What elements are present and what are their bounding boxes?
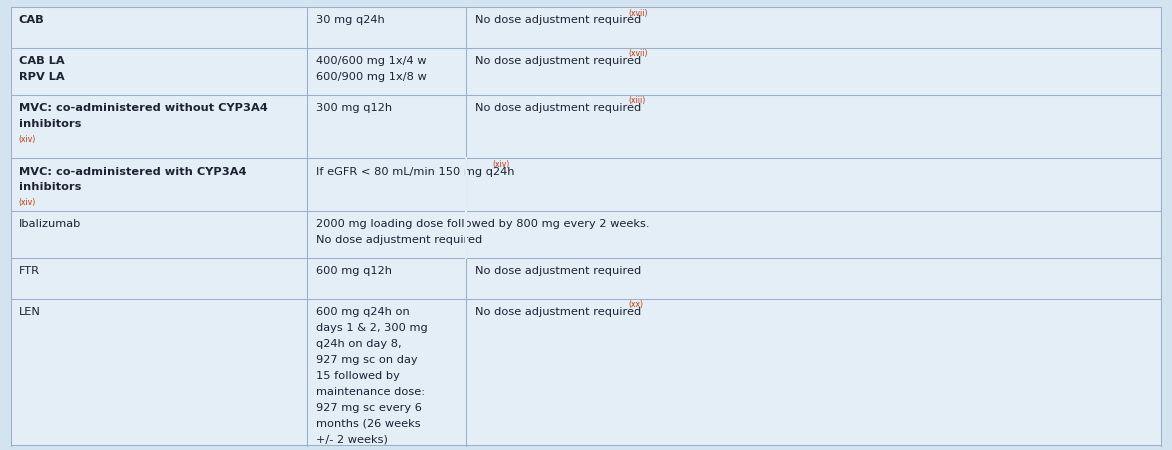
Bar <box>11 258 307 299</box>
Bar <box>11 7 307 48</box>
Text: FTR: FTR <box>19 266 40 276</box>
Text: 15 followed by: 15 followed by <box>315 371 400 381</box>
Text: No dose adjustment required: No dose adjustment required <box>475 307 641 317</box>
Text: No dose adjustment required: No dose adjustment required <box>475 266 641 276</box>
Text: inhibitors: inhibitors <box>19 183 81 193</box>
Text: No dose adjustment required: No dose adjustment required <box>315 235 482 245</box>
Text: Ibalizumab: Ibalizumab <box>19 219 81 229</box>
Text: +/- 2 weeks): +/- 2 weeks) <box>315 435 388 445</box>
Text: (xiv): (xiv) <box>492 160 510 169</box>
Text: (xx): (xx) <box>628 300 643 309</box>
Text: CAB LA: CAB LA <box>19 56 64 66</box>
Bar <box>11 211 307 258</box>
Text: (xvii): (xvii) <box>628 9 648 18</box>
Bar <box>307 48 466 95</box>
Text: No dose adjustment required: No dose adjustment required <box>475 56 641 66</box>
Bar <box>11 158 307 211</box>
Bar <box>307 299 466 446</box>
Bar <box>307 158 1161 211</box>
Text: (xiv): (xiv) <box>19 135 36 144</box>
Text: LEN: LEN <box>19 307 41 317</box>
Text: months (26 weeks: months (26 weeks <box>315 418 421 428</box>
Text: No dose adjustment required: No dose adjustment required <box>475 15 641 25</box>
Text: 927 mg sc on day: 927 mg sc on day <box>315 355 417 365</box>
Text: days 1 & 2, 300 mg: days 1 & 2, 300 mg <box>315 323 428 333</box>
Text: inhibitors: inhibitors <box>19 119 81 129</box>
Text: 927 mg sc every 6: 927 mg sc every 6 <box>315 403 422 413</box>
Bar <box>11 48 307 95</box>
Text: 400/600 mg 1x/4 w: 400/600 mg 1x/4 w <box>315 56 427 66</box>
Text: 2000 mg loading dose followed by 800 mg every 2 weeks.: 2000 mg loading dose followed by 800 mg … <box>315 219 649 229</box>
Text: CAB: CAB <box>19 15 45 25</box>
Text: 600/900 mg 1x/8 w: 600/900 mg 1x/8 w <box>315 72 427 82</box>
Bar <box>11 299 307 446</box>
Bar <box>307 258 466 299</box>
Text: (xiii): (xiii) <box>628 96 646 105</box>
Bar <box>466 48 1161 95</box>
Text: maintenance dose:: maintenance dose: <box>315 387 424 396</box>
Bar <box>466 258 1161 299</box>
Text: (xiv): (xiv) <box>19 198 36 207</box>
Bar <box>11 95 307 158</box>
Text: 30 mg q24h: 30 mg q24h <box>315 15 384 25</box>
Text: MVC: co-administered with CYP3A4: MVC: co-administered with CYP3A4 <box>19 166 246 176</box>
Bar <box>307 95 466 158</box>
Text: q24h on day 8,: q24h on day 8, <box>315 339 401 349</box>
Text: 600 mg q24h on: 600 mg q24h on <box>315 307 409 317</box>
Bar <box>307 7 466 48</box>
Text: RPV LA: RPV LA <box>19 72 64 82</box>
Bar <box>307 211 1161 258</box>
Text: 300 mg q12h: 300 mg q12h <box>315 103 391 113</box>
Text: (xvii): (xvii) <box>628 50 648 58</box>
Bar <box>466 95 1161 158</box>
Text: If eGFR < 80 mL/min 150 mg q24h: If eGFR < 80 mL/min 150 mg q24h <box>315 166 515 176</box>
Text: 600 mg q12h: 600 mg q12h <box>315 266 391 276</box>
Text: MVC: co-administered without CYP3A4: MVC: co-administered without CYP3A4 <box>19 103 267 113</box>
Bar <box>466 7 1161 48</box>
Bar <box>466 299 1161 446</box>
Text: No dose adjustment required: No dose adjustment required <box>475 103 641 113</box>
